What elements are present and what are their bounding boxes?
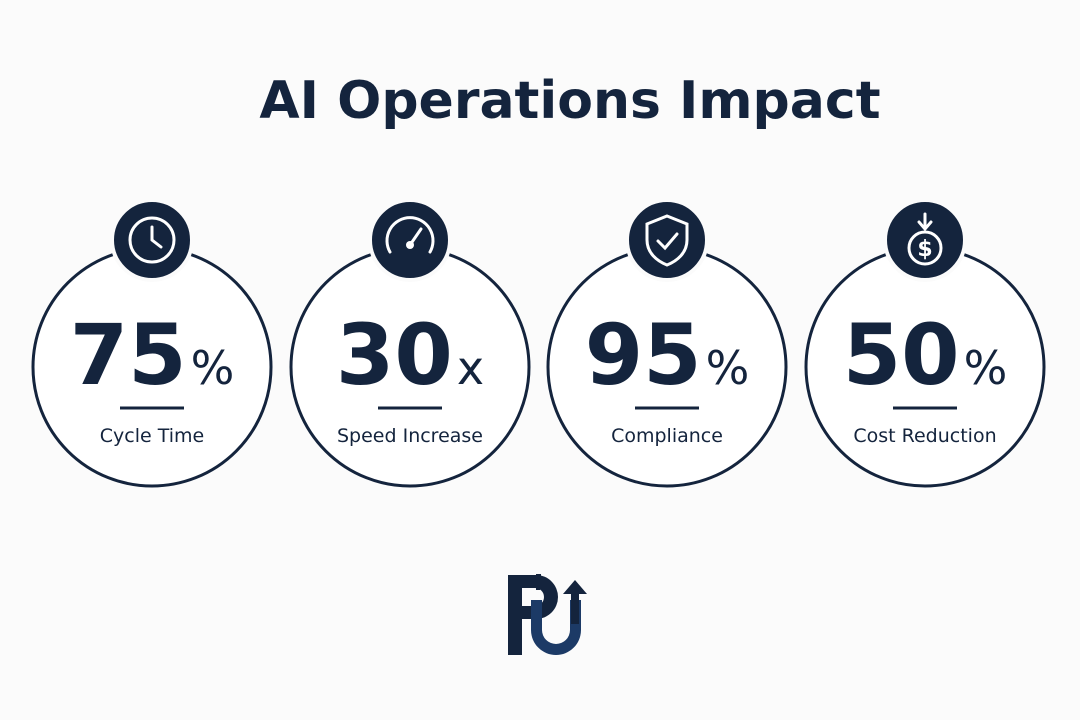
stat-number: 75 — [70, 306, 187, 404]
icon — [645, 214, 689, 267]
stat-unit: % — [964, 341, 1008, 395]
stat-label: Cost Reduction — [853, 425, 996, 447]
title: AI Operations Impact — [259, 71, 880, 131]
stat-value: 95% — [585, 306, 750, 404]
stat-number: 50 — [843, 306, 960, 404]
icon-badge — [625, 198, 709, 282]
stat-card: 95% Compliance — [546, 198, 788, 488]
icon — [385, 216, 435, 254]
stat-card: $50% Cost Reduction — [804, 198, 1046, 488]
stat-unit: x — [457, 341, 484, 395]
icon-badge — [883, 198, 967, 282]
stat-label: Compliance — [611, 425, 723, 447]
stat-card: 75% Cycle Time — [31, 198, 273, 488]
stat-value: 30x — [336, 306, 484, 404]
logo — [508, 574, 587, 655]
icon — [128, 216, 176, 264]
stat-number: 30 — [336, 306, 453, 404]
stat-value: 50% — [843, 306, 1008, 404]
stat-cards: 75% Cycle Time 30x Speed Increase 95% Complia… — [31, 198, 1046, 488]
icon: $ — [907, 212, 943, 266]
stat-value: 75% — [70, 306, 235, 404]
icon-badge — [368, 198, 452, 282]
stat-number: 95 — [585, 306, 702, 404]
stat-label: Cycle Time — [100, 425, 204, 447]
stat-unit: % — [706, 341, 750, 395]
stat-unit: % — [191, 341, 235, 395]
stat-card: 30x Speed Increase — [289, 198, 531, 488]
svg-text:$: $ — [917, 237, 932, 262]
stat-label: Speed Increase — [337, 425, 483, 447]
